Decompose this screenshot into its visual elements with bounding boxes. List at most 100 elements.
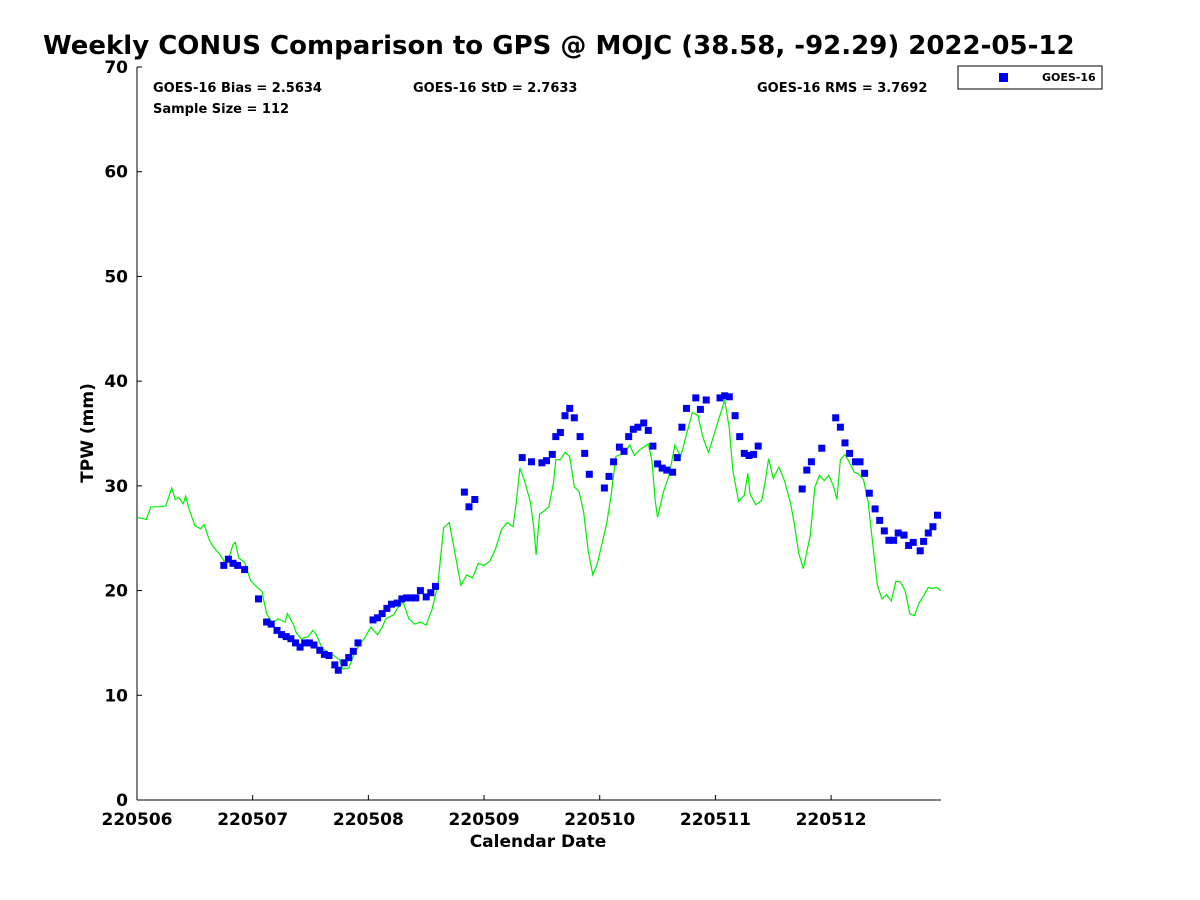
goes16-point	[292, 639, 299, 647]
goes16-point	[518, 454, 526, 462]
goes16-point	[736, 433, 744, 441]
goes16-point	[296, 643, 304, 651]
goes16-point	[909, 538, 917, 546]
goes16-point	[561, 412, 569, 420]
goes16-point	[570, 414, 578, 422]
goes16-point	[220, 561, 228, 569]
goes16-point	[885, 536, 893, 544]
goes16-point	[745, 452, 753, 459]
goes16-point	[880, 527, 888, 535]
goes16-point	[340, 659, 348, 667]
y-axis-label: TPW (mm)	[78, 383, 98, 483]
goes16-point	[871, 505, 879, 513]
goes16-point	[320, 650, 328, 658]
goes16-point	[841, 439, 849, 447]
goes16-point	[644, 426, 652, 434]
goes16-point	[625, 433, 633, 441]
goes16-point	[278, 631, 286, 639]
goes16-point	[861, 469, 869, 477]
goes16-point	[354, 639, 362, 647]
goes16-point	[920, 537, 928, 545]
goes16-point	[721, 392, 729, 400]
goes16-point	[412, 594, 420, 602]
goes16-point	[803, 466, 811, 474]
x-tick-label: 220506	[102, 810, 173, 830]
x-tick-group: 220506 220507 220508 220509 220510 220511 2205…	[102, 795, 867, 830]
legend: GOES-16	[957, 65, 1103, 90]
goes16-point	[345, 654, 353, 662]
x-tick-label: 220512	[796, 810, 867, 830]
goes16-point	[900, 531, 908, 539]
goes16-point	[851, 458, 859, 466]
goes16-point	[460, 488, 468, 496]
goes16-point	[640, 419, 648, 427]
goes16-point	[865, 489, 873, 497]
goes16-point	[316, 646, 324, 654]
x-tick-label: 220511	[680, 810, 751, 830]
goes16-point	[349, 647, 357, 655]
x-tick-label: 220510	[564, 810, 635, 830]
goes16-point	[905, 542, 913, 549]
goes16-point	[934, 511, 941, 519]
goes16-point	[241, 566, 249, 574]
goes16-point	[576, 433, 584, 441]
goes16-point	[378, 610, 386, 618]
goes16-point	[731, 412, 739, 420]
goes16-point	[383, 604, 391, 612]
goes16-point	[398, 595, 406, 603]
goes16-point	[234, 561, 242, 569]
goes16-point	[325, 652, 333, 659]
goes16-point	[224, 555, 232, 563]
goes16-point	[465, 503, 473, 511]
y-tick-label: 60	[104, 163, 128, 183]
goes16-point	[894, 529, 902, 537]
x-tick-label: 220509	[449, 810, 520, 830]
goes16-point	[305, 639, 313, 647]
goes16-point	[310, 641, 318, 649]
goes16-point	[683, 404, 690, 412]
goes16-point	[929, 523, 937, 531]
y-tick-label: 10	[104, 686, 128, 706]
goes16-point	[634, 423, 642, 431]
goes16-point	[566, 404, 574, 412]
goes16-point	[649, 442, 657, 450]
goes16-point	[263, 618, 271, 626]
goes16-point	[334, 666, 342, 674]
plot-area: 0 10 20 30 40 50 60 70 220506 220507 220508 220509…	[102, 58, 942, 830]
goes16-point	[556, 429, 564, 436]
goes16-point	[798, 485, 806, 493]
y-tick-label: 40	[104, 372, 128, 392]
goes16-point	[605, 472, 613, 480]
goes16-point	[543, 457, 550, 465]
y-tick-label: 20	[104, 582, 128, 602]
series-layer	[136, 392, 942, 674]
goes16-point	[538, 459, 546, 467]
goes16-point	[750, 450, 758, 458]
y-tick-label: 30	[104, 477, 128, 497]
goes16-point	[610, 458, 618, 466]
goes16-point	[818, 444, 826, 452]
y-tick-label: 70	[104, 58, 128, 78]
chart-title: Weekly CONUS Comparison to GPS @ MOJC (3…	[43, 31, 1075, 61]
x-axis-label: Calendar Date	[470, 832, 607, 852]
goes16-point	[832, 414, 840, 422]
goes16-point	[267, 620, 275, 628]
goes16-point	[716, 394, 724, 402]
stat-bias: GOES-16 Bias = 2.5634	[153, 81, 322, 96]
goes16-point	[673, 454, 681, 462]
goes16-point	[702, 396, 710, 404]
goes16-point	[528, 458, 535, 466]
goes16-point	[740, 449, 748, 457]
goes16-point	[427, 589, 435, 597]
goes16-point	[615, 443, 623, 451]
goes16-point	[678, 423, 686, 431]
goes16-point	[629, 425, 637, 433]
y-tick-group: 0 10 20 30 40 50 60 70	[104, 58, 142, 811]
goes16-point	[552, 433, 560, 441]
goes16-point	[924, 529, 932, 537]
goes16-point	[754, 442, 762, 450]
legend-label-goes16: GOES-16	[1042, 71, 1096, 84]
gps-tpw-line	[136, 399, 942, 670]
goes16-point	[585, 470, 593, 478]
